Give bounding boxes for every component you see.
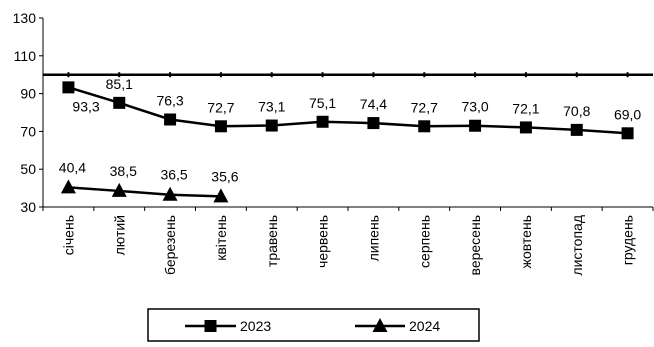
- series-line-2024: [68, 186, 221, 198]
- data-label-2024: 38,5: [110, 163, 137, 179]
- legend-label-2024: 2024: [409, 318, 440, 334]
- x-tick-label: жовтень: [518, 215, 534, 268]
- data-label-2024: 36,5: [160, 167, 187, 183]
- data-point-2023: [62, 81, 75, 94]
- y-tick-label: 130: [13, 10, 37, 26]
- legend-marker-2024: [372, 318, 388, 332]
- x-tick-label: січень: [60, 215, 76, 255]
- x-tick-label: грудень: [620, 215, 636, 265]
- data-point-2023: [469, 119, 482, 132]
- x-tick-label: травень: [264, 215, 280, 267]
- y-tick-label: 30: [20, 199, 36, 215]
- data-point-2024: [162, 186, 178, 201]
- x-tick-label: листопад: [569, 215, 585, 276]
- data-label-2023: 73,0: [461, 99, 488, 115]
- x-tick-label: серпень: [416, 215, 432, 268]
- x-tick-label: липень: [365, 215, 381, 261]
- data-point-2023: [265, 119, 278, 132]
- legend-marker-2023: [204, 320, 217, 332]
- x-tick-label: вересень: [467, 215, 483, 275]
- data-point-2023: [418, 120, 431, 133]
- data-label-2023: 72,7: [411, 99, 438, 115]
- data-point-2024: [60, 179, 76, 194]
- data-label-2024: 40,4: [59, 159, 86, 175]
- data-label-2023: 85,1: [106, 76, 133, 92]
- data-point-2023: [164, 113, 177, 126]
- x-tick-label: квітень: [213, 215, 229, 261]
- x-tick-label: березень: [162, 215, 178, 275]
- legend-label-2023: 2023: [240, 318, 271, 334]
- data-point-2023: [214, 120, 227, 133]
- y-tick-label: 90: [20, 86, 36, 102]
- data-label-2023: 93,3: [72, 98, 99, 114]
- data-label-2023: 75,1: [309, 95, 336, 111]
- data-point-2023: [316, 115, 329, 128]
- x-tick-label: червень: [315, 215, 331, 268]
- data-point-2023: [519, 121, 532, 134]
- data-point-2024: [213, 188, 229, 203]
- data-point-2023: [621, 127, 634, 140]
- data-label-2023: 74,4: [360, 96, 387, 112]
- data-label-2023: 72,7: [207, 99, 234, 115]
- data-label-2024: 35,6: [211, 168, 238, 184]
- y-tick-label: 70: [20, 123, 36, 139]
- y-tick-label: 110: [14, 48, 37, 64]
- data-point-2024: [111, 182, 127, 197]
- x-tick-label: лютий: [111, 215, 127, 255]
- series-line-2023: [68, 86, 628, 135]
- data-label-2023: 73,1: [258, 99, 285, 115]
- data-point-2023: [113, 96, 126, 109]
- data-label-2023: 76,3: [156, 92, 183, 108]
- data-point-2023: [367, 117, 380, 130]
- y-tick-label: 50: [20, 161, 36, 177]
- data-label-2023: 70,8: [563, 103, 590, 119]
- data-label-2023: 72,1: [512, 100, 539, 116]
- data-label-2023: 69,0: [614, 106, 641, 122]
- data-point-2023: [570, 123, 583, 136]
